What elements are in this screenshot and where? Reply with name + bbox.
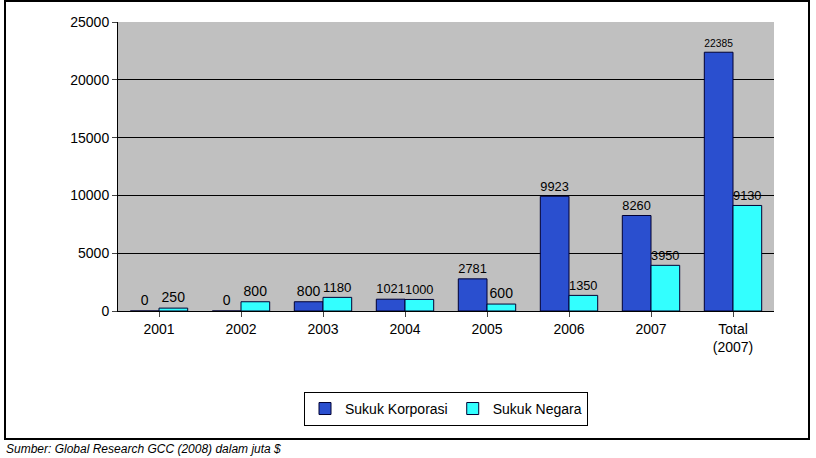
svg-text:0: 0 [141,292,149,308]
svg-text:1000: 1000 [405,282,433,297]
svg-text:2001: 2001 [143,321,174,337]
svg-text:1180: 1180 [323,280,352,295]
html-text:Sumber: Global Research GCC (2: Sumber: Global Research GCC (2008) dalam… [6,442,281,456]
svg-text:9923: 9923 [540,179,568,194]
svg-text:2007: 2007 [635,321,666,337]
svg-text:250: 250 [162,289,186,305]
svg-text:Sukuk Negara: Sukuk Negara [493,401,582,417]
svg-text:15000: 15000 [70,130,109,146]
svg-text:2002: 2002 [225,321,256,337]
svg-text:9130: 9130 [733,188,761,203]
svg-text:5000: 5000 [78,245,109,261]
svg-text:Total(2007): Total(2007) [713,321,753,355]
svg-text:800: 800 [297,283,321,299]
svg-text:22385: 22385 [704,38,733,49]
svg-text:2003: 2003 [307,321,338,337]
svg-text:2781: 2781 [458,261,486,276]
svg-text:1021: 1021 [376,281,404,296]
svg-text:8260: 8260 [622,198,650,213]
svg-text:800: 800 [244,283,268,299]
svg-text:10000: 10000 [70,187,109,203]
svg-text:1350: 1350 [569,278,597,293]
svg-text:2005: 2005 [471,321,502,337]
svg-text:0: 0 [101,303,109,319]
svg-text:3950: 3950 [651,248,679,263]
svg-text:2004: 2004 [389,321,420,337]
svg-text:Sukuk Korporasi: Sukuk Korporasi [345,401,448,417]
svg-text:2006: 2006 [553,321,584,337]
svg-text:20000: 20000 [70,72,109,88]
svg-text:0: 0 [223,292,231,308]
svg-text:25000: 25000 [70,14,109,30]
svg-text:600: 600 [490,285,514,301]
